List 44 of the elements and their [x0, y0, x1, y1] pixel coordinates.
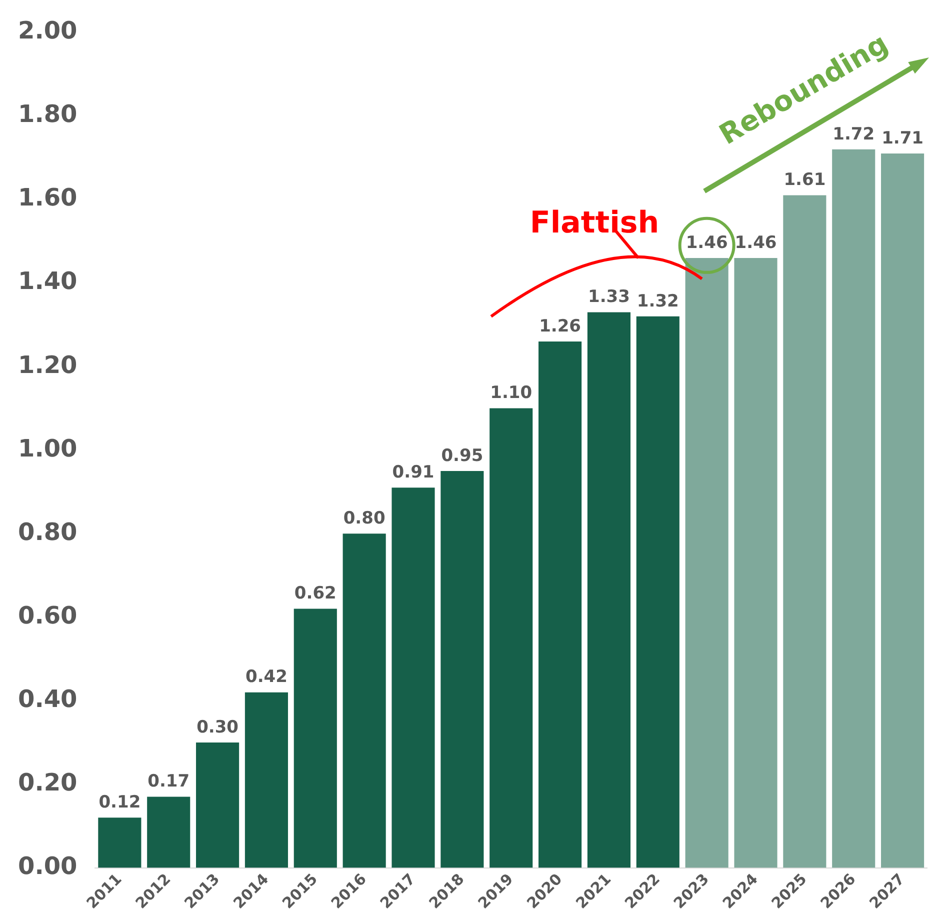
bar — [490, 408, 533, 868]
bar — [881, 154, 924, 868]
y-tick-label: 1.60 — [18, 184, 78, 212]
data-label: 1.26 — [539, 316, 582, 336]
bar — [98, 818, 142, 868]
data-label: 1.46 — [686, 232, 728, 253]
data-label: 1.61 — [784, 170, 826, 190]
bar — [783, 195, 826, 868]
y-tick-label: 1.80 — [18, 100, 78, 128]
bar — [244, 692, 288, 868]
bar — [587, 312, 630, 868]
bar — [832, 149, 876, 868]
data-label: 0.30 — [196, 717, 239, 738]
y-tick-label: 0.40 — [18, 684, 78, 713]
y-tick-label: 0.00 — [18, 852, 78, 880]
data-label: 1.46 — [734, 232, 777, 253]
bar — [440, 470, 484, 868]
data-label: 1.10 — [490, 383, 532, 404]
data-label: 1.33 — [588, 287, 630, 308]
y-tick-label: 0.60 — [18, 601, 78, 630]
bar — [685, 258, 728, 868]
data-label: 0.91 — [392, 462, 434, 483]
bar — [294, 608, 337, 868]
data-label: 0.62 — [294, 584, 336, 604]
y-tick-label: 1.40 — [18, 267, 78, 296]
y-tick-label: 0.80 — [18, 518, 78, 546]
data-label: 0.42 — [245, 667, 288, 688]
bar — [392, 488, 435, 868]
y-tick-label: 1.20 — [18, 350, 78, 379]
y-tick-label: 2.00 — [18, 16, 78, 45]
data-label: 0.80 — [343, 508, 386, 529]
data-label: 0.95 — [441, 446, 484, 466]
bar — [196, 742, 240, 868]
data-label: 0.17 — [148, 772, 190, 792]
annotation: Flattish — [530, 205, 660, 240]
data-label: 0.12 — [98, 792, 141, 813]
data-label: 1.32 — [636, 291, 679, 312]
y-tick-label: 0.20 — [18, 768, 78, 796]
y-tick-label: 1.00 — [18, 434, 78, 462]
bar — [342, 534, 386, 868]
bar — [147, 796, 190, 868]
bar — [636, 316, 680, 868]
bar — [734, 258, 778, 868]
bar — [538, 341, 582, 868]
